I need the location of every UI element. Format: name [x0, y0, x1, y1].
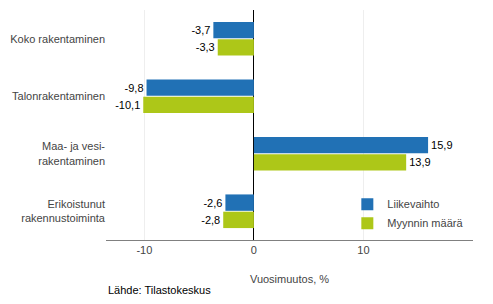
svg-text:Liikevaihto: Liikevaihto — [387, 198, 439, 210]
svg-text:-10,1: -10,1 — [115, 99, 140, 111]
svg-text:Myynnin määrä: Myynnin määrä — [387, 217, 463, 229]
svg-text:13,9: 13,9 — [409, 156, 430, 168]
svg-text:Lähde: Tilastokeskus: Lähde: Tilastokeskus — [108, 284, 211, 296]
svg-text:-3,7: -3,7 — [191, 24, 210, 36]
svg-text:15,9: 15,9 — [431, 139, 452, 151]
svg-text:Koko rakentaminen: Koko rakentaminen — [10, 33, 105, 45]
svg-text:-10: -10 — [136, 244, 152, 256]
svg-text:Talonrakentaminen: Talonrakentaminen — [12, 90, 105, 102]
svg-text:-9,8: -9,8 — [125, 82, 144, 94]
svg-text:-3,3: -3,3 — [196, 41, 215, 53]
svg-text:Erikoistunutrakennustoiminta: Erikoistunutrakennustoiminta — [21, 198, 106, 224]
svg-text:-2,6: -2,6 — [203, 197, 222, 209]
svg-text:-2,8: -2,8 — [201, 214, 220, 226]
svg-text:Maa- ja vesi-rakentaminen: Maa- ja vesi-rakentaminen — [38, 140, 105, 166]
svg-text:10: 10 — [357, 244, 369, 256]
svg-text:0: 0 — [251, 244, 257, 256]
svg-text:Vuosimuutos, %: Vuosimuutos, % — [250, 273, 329, 285]
